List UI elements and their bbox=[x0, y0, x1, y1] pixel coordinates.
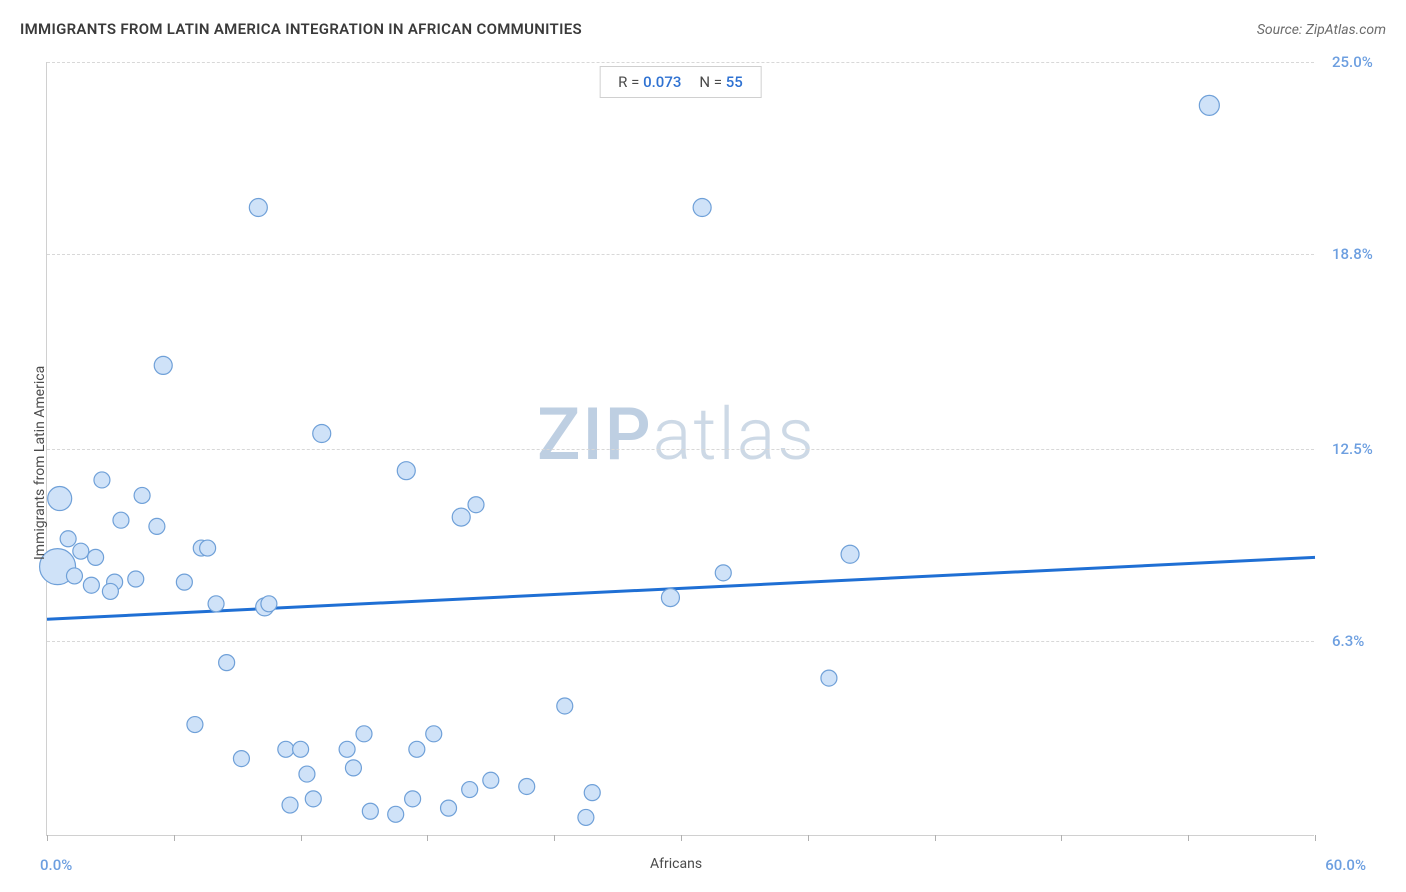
data-point[interactable] bbox=[282, 797, 298, 813]
stat-r: R = 0.073 bbox=[618, 73, 681, 91]
data-point[interactable] bbox=[483, 772, 499, 788]
x-tick bbox=[808, 835, 809, 841]
data-point[interactable] bbox=[397, 462, 415, 480]
trendline bbox=[47, 557, 1315, 619]
gridline bbox=[47, 254, 1314, 255]
x-tick bbox=[427, 835, 428, 841]
data-point[interactable] bbox=[441, 800, 457, 816]
data-point[interactable] bbox=[66, 568, 82, 584]
y-tick-label: 25.0% bbox=[1332, 53, 1373, 71]
data-point[interactable] bbox=[841, 545, 859, 563]
data-point[interactable] bbox=[356, 726, 372, 742]
data-point[interactable] bbox=[102, 583, 118, 599]
data-point[interactable] bbox=[405, 791, 421, 807]
x-tick bbox=[301, 835, 302, 841]
source-name: ZipAtlas.com bbox=[1306, 22, 1386, 38]
data-point[interactable] bbox=[584, 785, 600, 801]
stat-r-label: R = bbox=[618, 73, 639, 91]
y-axis-title: Immigrants from Latin America bbox=[32, 366, 48, 560]
data-point[interactable] bbox=[187, 717, 203, 733]
data-point[interactable] bbox=[60, 531, 76, 547]
data-point[interactable] bbox=[462, 782, 478, 798]
source-prefix: Source: bbox=[1257, 22, 1306, 38]
chart-title: IMMIGRANTS FROM LATIN AMERICA INTEGRATIO… bbox=[20, 20, 582, 38]
data-point[interactable] bbox=[134, 487, 150, 503]
data-point[interactable] bbox=[557, 698, 573, 714]
data-point[interactable] bbox=[299, 766, 315, 782]
gridline bbox=[47, 449, 1314, 450]
stats-box: R = 0.073 N = 55 bbox=[599, 66, 762, 98]
data-point[interactable] bbox=[693, 199, 711, 217]
stat-n-value: 55 bbox=[726, 73, 743, 91]
data-point[interactable] bbox=[388, 806, 404, 822]
data-point[interactable] bbox=[278, 741, 294, 757]
source-attribution: Source: ZipAtlas.com bbox=[1257, 22, 1386, 38]
x-tick bbox=[681, 835, 682, 841]
gridline bbox=[47, 62, 1314, 63]
stat-n: N = 55 bbox=[699, 73, 742, 91]
plot-area: ZIPatlas R = 0.073 N = 55 bbox=[46, 62, 1314, 836]
data-point[interactable] bbox=[83, 577, 99, 593]
x-max-label: 60.0% bbox=[1325, 856, 1366, 874]
data-point[interactable] bbox=[452, 508, 470, 526]
data-point[interactable] bbox=[208, 596, 224, 612]
data-point[interactable] bbox=[661, 589, 679, 607]
data-point[interactable] bbox=[409, 741, 425, 757]
data-point[interactable] bbox=[362, 803, 378, 819]
x-tick bbox=[1188, 835, 1189, 841]
x-axis-title: Africans bbox=[650, 856, 702, 872]
data-point[interactable] bbox=[578, 809, 594, 825]
y-tick-label: 6.3% bbox=[1332, 632, 1364, 650]
stat-n-label: N = bbox=[699, 73, 722, 91]
data-point[interactable] bbox=[233, 751, 249, 767]
x-min-label: 0.0% bbox=[40, 856, 72, 874]
x-tick bbox=[935, 835, 936, 841]
data-point[interactable] bbox=[261, 596, 277, 612]
data-point[interactable] bbox=[94, 472, 110, 488]
data-point[interactable] bbox=[339, 741, 355, 757]
data-point[interactable] bbox=[468, 497, 484, 513]
gridline bbox=[47, 641, 1314, 642]
data-point[interactable] bbox=[219, 655, 235, 671]
x-tick bbox=[1315, 835, 1316, 841]
data-point[interactable] bbox=[293, 741, 309, 757]
data-point[interactable] bbox=[345, 760, 361, 776]
data-point[interactable] bbox=[113, 512, 129, 528]
data-point[interactable] bbox=[128, 571, 144, 587]
data-point[interactable] bbox=[305, 791, 321, 807]
data-point[interactable] bbox=[149, 518, 165, 534]
data-point[interactable] bbox=[313, 425, 331, 443]
data-point[interactable] bbox=[48, 487, 72, 511]
data-point[interactable] bbox=[154, 356, 172, 374]
stat-r-value: 0.073 bbox=[643, 73, 681, 91]
data-point[interactable] bbox=[426, 726, 442, 742]
data-point[interactable] bbox=[200, 540, 216, 556]
y-tick-label: 18.8% bbox=[1332, 245, 1373, 263]
chart-header: IMMIGRANTS FROM LATIN AMERICA INTEGRATIO… bbox=[20, 20, 1386, 38]
data-point[interactable] bbox=[73, 543, 89, 559]
data-point[interactable] bbox=[176, 574, 192, 590]
x-tick bbox=[554, 835, 555, 841]
data-point[interactable] bbox=[519, 778, 535, 794]
x-tick bbox=[47, 835, 48, 841]
data-point[interactable] bbox=[88, 549, 104, 565]
data-point[interactable] bbox=[715, 565, 731, 581]
data-point[interactable] bbox=[1199, 95, 1219, 115]
y-tick-label: 12.5% bbox=[1332, 440, 1373, 458]
x-tick bbox=[1061, 835, 1062, 841]
data-point[interactable] bbox=[249, 199, 267, 217]
x-tick bbox=[174, 835, 175, 841]
data-point[interactable] bbox=[821, 670, 837, 686]
